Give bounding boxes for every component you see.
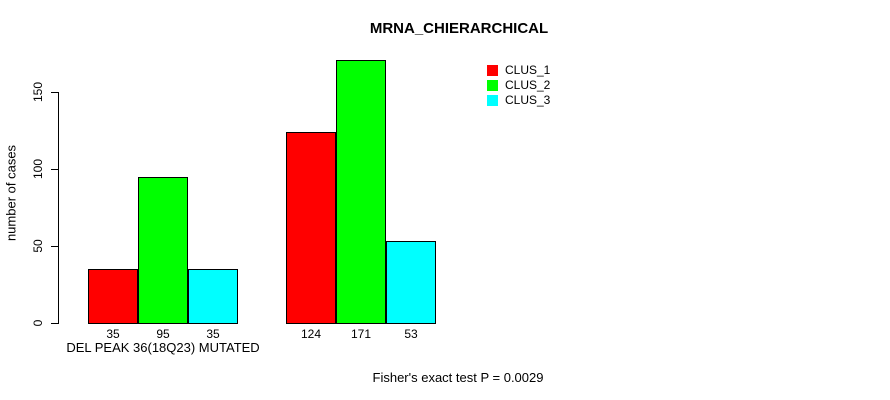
bar-value-label: 95 [156,327,170,341]
y-axis-label: number of cases [3,144,19,242]
legend-item-clus_2: CLUS_2 [487,78,551,92]
footnote: Fisher's exact test P = 0.0029 [372,370,544,385]
bar-clus_3-group1 [188,269,238,324]
y-tick-label: 50 [31,239,45,253]
bar-clus_2-group1 [138,177,188,324]
bar-value-label: 124 [300,327,322,341]
y-tick [51,92,58,93]
bar-clus_1-group2 [286,132,336,324]
legend-label: CLUS_3 [505,93,551,107]
bar-clus_2-group2 [336,60,386,324]
legend-item-clus_1: CLUS_1 [487,63,551,77]
chart-title: MRNA_CHIERARCHICAL [369,20,549,37]
bar-value-label: 53 [404,327,418,341]
legend-swatch-icon [487,95,498,106]
y-tick [51,323,58,324]
y-tick-label: 100 [31,158,45,180]
legend: CLUS_1 CLUS_2 CLUS_3 [487,63,551,110]
bar-value-label: 35 [106,327,120,341]
legend-swatch-icon [487,80,498,91]
bar-value-label: 35 [206,327,220,341]
y-tick [51,246,58,247]
y-tick-label: 0 [31,319,45,327]
x-axis-label: DEL PEAK 36(18Q23) MUTATED [66,340,260,355]
bar-clus_1-group1 [88,269,138,324]
y-axis-line [58,92,59,324]
legend-label: CLUS_1 [505,63,551,77]
legend-swatch-icon [487,65,498,76]
legend-label: CLUS_2 [505,78,551,92]
legend-item-clus_3: CLUS_3 [487,93,551,107]
bar-value-label: 171 [350,327,372,341]
y-tick-label: 150 [31,81,45,103]
y-tick [51,169,58,170]
bar-clus_3-group2 [386,241,436,324]
